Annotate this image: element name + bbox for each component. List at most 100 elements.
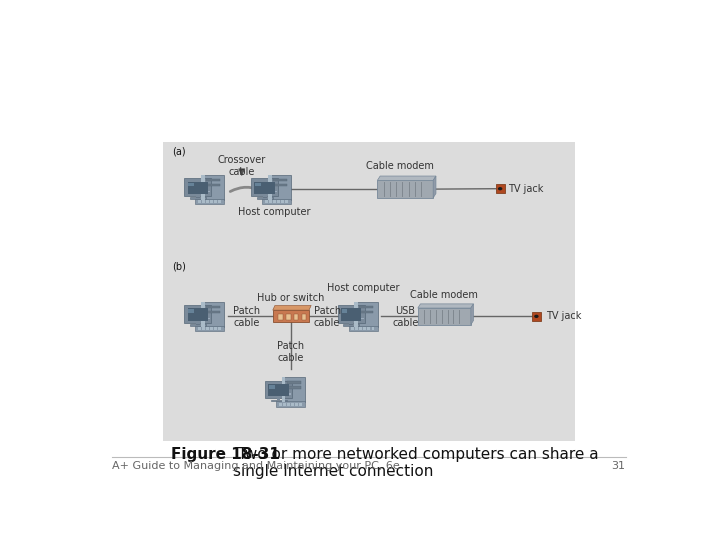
- Bar: [282, 377, 285, 402]
- Bar: [184, 178, 211, 196]
- Bar: [251, 178, 278, 196]
- Bar: [201, 175, 204, 200]
- Text: Patch
cable: Patch cable: [314, 306, 341, 328]
- Bar: [206, 310, 220, 313]
- Bar: [268, 175, 271, 200]
- Bar: [163, 141, 575, 441]
- Bar: [338, 305, 364, 322]
- Bar: [198, 327, 201, 330]
- Polygon shape: [433, 176, 436, 198]
- Bar: [201, 302, 204, 327]
- Text: (b): (b): [172, 261, 186, 272]
- Bar: [214, 200, 217, 203]
- Bar: [206, 191, 210, 192]
- Text: USB
cable: USB cable: [392, 306, 418, 328]
- Bar: [210, 200, 213, 203]
- Bar: [196, 195, 199, 198]
- Bar: [188, 183, 194, 186]
- Bar: [263, 195, 266, 198]
- Bar: [532, 312, 541, 321]
- Bar: [276, 401, 305, 407]
- Bar: [287, 393, 292, 395]
- Text: Host computer: Host computer: [327, 282, 400, 293]
- Bar: [189, 198, 206, 199]
- Bar: [278, 314, 282, 320]
- Bar: [218, 200, 221, 203]
- Bar: [281, 200, 284, 203]
- Bar: [286, 314, 290, 320]
- Bar: [294, 314, 299, 320]
- Bar: [262, 199, 292, 204]
- Bar: [265, 381, 292, 399]
- Bar: [201, 302, 225, 327]
- Bar: [273, 191, 277, 192]
- Bar: [372, 327, 374, 330]
- Text: (a): (a): [172, 146, 186, 156]
- Bar: [189, 324, 206, 326]
- Text: A+ Guide to Managing and Maintaining your PC, 6e: A+ Guide to Managing and Maintaining you…: [112, 462, 400, 471]
- Bar: [295, 403, 298, 406]
- Bar: [206, 184, 220, 186]
- Bar: [206, 200, 209, 203]
- Bar: [210, 327, 213, 330]
- Bar: [255, 183, 261, 186]
- Bar: [256, 198, 273, 199]
- Bar: [418, 308, 471, 325]
- Bar: [201, 175, 225, 200]
- Bar: [302, 314, 307, 320]
- Bar: [287, 381, 301, 384]
- Bar: [273, 200, 276, 203]
- Bar: [202, 327, 204, 330]
- Polygon shape: [377, 176, 436, 180]
- Bar: [206, 179, 220, 181]
- Circle shape: [498, 187, 503, 191]
- Polygon shape: [273, 306, 311, 310]
- Text: Cable modem: Cable modem: [410, 290, 478, 300]
- Text: 31: 31: [612, 462, 626, 471]
- Bar: [265, 200, 268, 203]
- Bar: [188, 309, 194, 313]
- Bar: [359, 327, 362, 330]
- Bar: [367, 327, 370, 330]
- Bar: [198, 200, 201, 203]
- Bar: [359, 306, 373, 308]
- Text: Hub or switch: Hub or switch: [257, 293, 325, 303]
- Bar: [359, 318, 364, 319]
- Text: Figure 18-31: Figure 18-31: [171, 447, 280, 462]
- Text: Host computer: Host computer: [238, 207, 310, 217]
- Bar: [214, 327, 217, 330]
- Text: Cable modem: Cable modem: [366, 161, 433, 171]
- Bar: [187, 181, 208, 194]
- Bar: [218, 327, 221, 330]
- Bar: [202, 200, 204, 203]
- Polygon shape: [471, 304, 474, 325]
- Bar: [364, 327, 366, 330]
- Bar: [271, 400, 287, 401]
- Text: TV jack: TV jack: [546, 312, 581, 321]
- Bar: [196, 322, 199, 325]
- Bar: [269, 385, 275, 389]
- Bar: [354, 302, 378, 327]
- Bar: [341, 309, 347, 313]
- Bar: [187, 308, 208, 321]
- Bar: [273, 179, 287, 181]
- Bar: [277, 200, 280, 203]
- Bar: [349, 322, 353, 325]
- Bar: [279, 403, 282, 406]
- Bar: [282, 377, 305, 402]
- Bar: [195, 326, 225, 331]
- Bar: [285, 200, 288, 203]
- Bar: [184, 305, 211, 322]
- Bar: [254, 181, 275, 194]
- Bar: [269, 384, 289, 396]
- Bar: [354, 302, 358, 327]
- Bar: [291, 403, 294, 406]
- Text: Patch
cable: Patch cable: [233, 306, 260, 328]
- Bar: [269, 200, 271, 203]
- Text: Patch
cable: Patch cable: [277, 341, 305, 362]
- Bar: [273, 184, 287, 186]
- Bar: [287, 386, 301, 389]
- Bar: [349, 326, 378, 331]
- Bar: [355, 327, 358, 330]
- Bar: [377, 180, 433, 198]
